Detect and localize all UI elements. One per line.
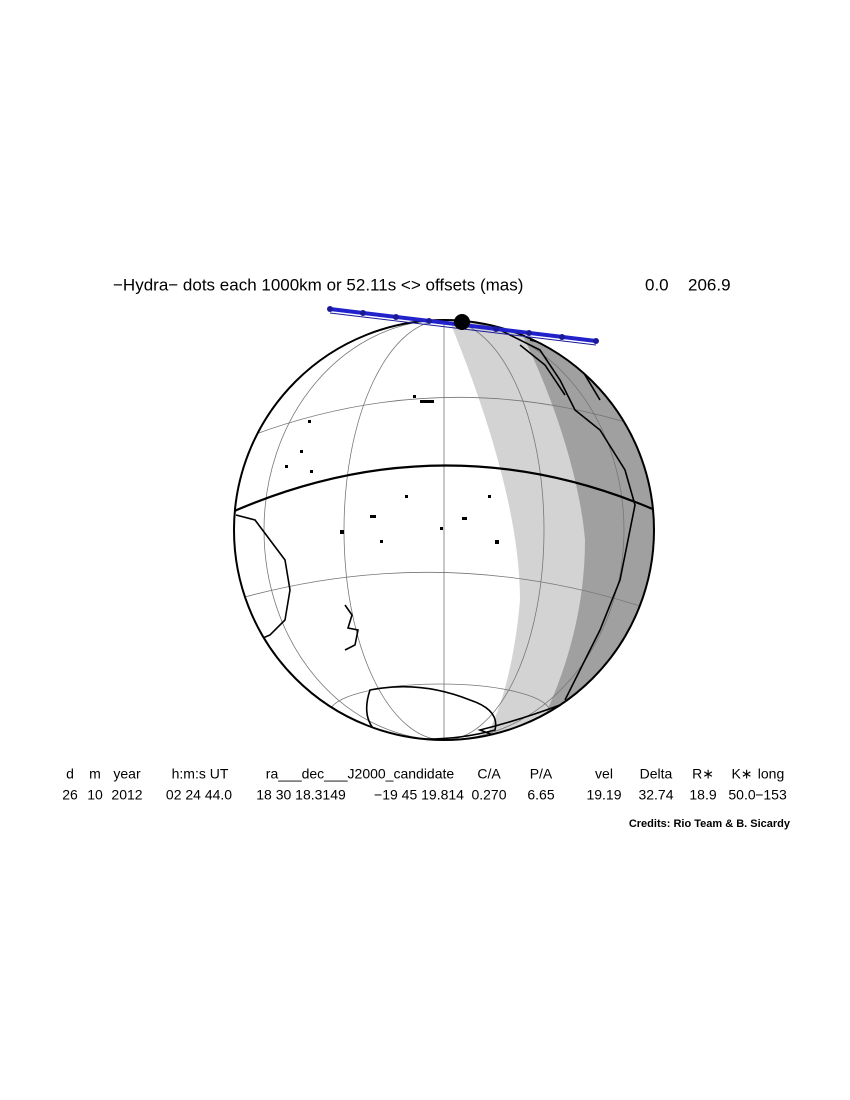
map-title: −Hydra− dots each 1000km or 52.11s <> of… [113, 275, 523, 294]
cell-value: −19 45 19.814 [374, 787, 464, 803]
globe [234, 320, 654, 740]
cell-value: 6.65 [527, 787, 554, 803]
cell-value: −153 [755, 787, 787, 803]
column-header: year [113, 766, 141, 782]
offset-y: 206.9 [688, 275, 731, 294]
cell-value: 2012 [111, 787, 142, 803]
credits: Credits: Rio Team & B. Sicardy [629, 818, 791, 830]
cell-value: 32.74 [638, 787, 673, 803]
islands [285, 395, 499, 544]
column-header: m [89, 766, 101, 782]
column-header: h:m:s UT [172, 766, 229, 782]
cell-value: 18 30 18.3149 [256, 787, 346, 803]
cell-value: 02 24 44.0 [166, 787, 232, 803]
column-header: K∗ [731, 766, 752, 782]
column-header: Delta [640, 766, 673, 782]
cell-value: 19.19 [586, 787, 621, 803]
cell-value: 0.270 [471, 787, 506, 803]
column-header: R∗ [692, 766, 714, 782]
column-header: d [66, 766, 74, 782]
column-header: long [758, 766, 784, 782]
column-header: P/A [530, 766, 553, 782]
event-table: d m year h:m:s UT ra___dec___J2000_candidate… [62, 766, 787, 803]
column-header: C/A [477, 766, 501, 782]
cell-value: 10 [87, 787, 103, 803]
cell-value: 18.9 [689, 787, 716, 803]
shadow-track [327, 306, 599, 346]
column-header: ra___dec___J2000_candidate [266, 766, 455, 782]
column-header: vel [595, 766, 613, 782]
offset-x: 0.0 [645, 275, 669, 294]
cell-value: 50.0 [728, 787, 755, 803]
cell-value: 26 [62, 787, 78, 803]
